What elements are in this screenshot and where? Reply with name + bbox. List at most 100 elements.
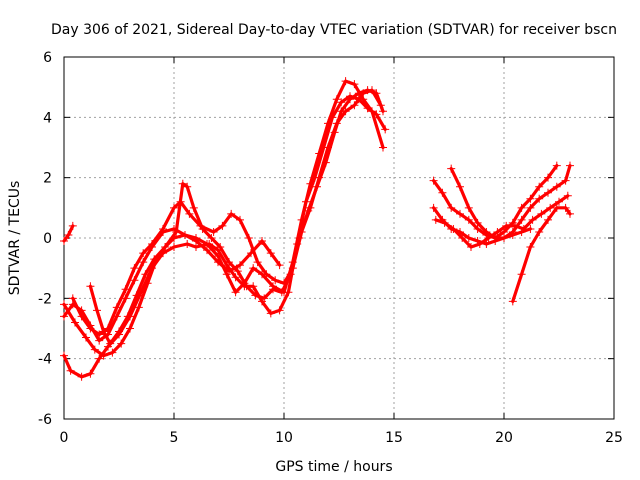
- data-point: [429, 203, 438, 212]
- data-point: [508, 230, 517, 239]
- data-point: [346, 95, 354, 104]
- data-point: [552, 203, 561, 212]
- data-point: [321, 158, 330, 167]
- data-point: [502, 221, 511, 230]
- series-track-9: [431, 191, 572, 252]
- data-point: [77, 372, 86, 381]
- data-point: [178, 179, 187, 188]
- y-tick-label: 4: [43, 110, 52, 126]
- data-point: [150, 255, 159, 264]
- data-point: [464, 215, 473, 224]
- data-point: [456, 182, 464, 191]
- data-point: [225, 267, 233, 276]
- data-point: [159, 224, 167, 233]
- data-point: [126, 324, 134, 333]
- data-point: [306, 179, 315, 188]
- data-point: [535, 227, 544, 236]
- data-point: [106, 339, 115, 348]
- data-point: [535, 194, 544, 203]
- data-point: [244, 234, 253, 242]
- data-point: [242, 282, 251, 291]
- series-track-8: [447, 161, 574, 242]
- data-point: [95, 330, 104, 339]
- data-point: [363, 86, 372, 95]
- data-point: [181, 230, 189, 239]
- data-point: [68, 294, 77, 303]
- data-point: [227, 209, 236, 218]
- data-point: [112, 303, 121, 312]
- data-point: [372, 89, 381, 98]
- data-point: [438, 188, 447, 197]
- data-point: [447, 164, 456, 173]
- data-point: [535, 182, 544, 191]
- chart-title: Day 306 of 2021, Sidereal Day-to-day VTE…: [51, 22, 617, 38]
- y-tick-label: -2: [38, 291, 52, 307]
- data-point: [526, 243, 535, 252]
- data-point: [511, 221, 519, 230]
- data-point: [134, 303, 143, 312]
- data-point: [143, 279, 152, 288]
- data-point: [203, 246, 211, 255]
- data-point: [148, 240, 156, 249]
- data-point: [121, 285, 130, 294]
- data-point: [544, 173, 552, 182]
- data-point: [517, 203, 526, 212]
- data-point: [379, 107, 387, 116]
- data-point: [260, 294, 269, 303]
- data-point: [207, 234, 216, 242]
- data-point: [233, 267, 242, 276]
- y-tick-label: 2: [43, 171, 52, 187]
- data-point: [526, 203, 535, 212]
- data-point: [192, 237, 200, 246]
- data-point: [561, 203, 570, 212]
- data-point: [249, 264, 258, 273]
- series-trace: [434, 194, 570, 249]
- data-point: [71, 318, 79, 327]
- data-series: [60, 77, 574, 381]
- y-tick-label: -6: [38, 412, 52, 428]
- data-point: [447, 224, 456, 233]
- data-point: [198, 224, 207, 233]
- data-point: [304, 206, 313, 215]
- data-point: [526, 224, 535, 233]
- data-point: [295, 234, 304, 242]
- data-point: [104, 324, 112, 333]
- data-point: [563, 191, 572, 200]
- series-track-11: [429, 203, 535, 249]
- data-point: [86, 324, 95, 333]
- data-point: [447, 203, 456, 212]
- data-point: [95, 354, 104, 363]
- data-point: [236, 215, 244, 224]
- data-point: [271, 276, 280, 285]
- y-axis-label: SDTVAR / TECUs: [7, 181, 23, 296]
- data-point: [60, 237, 68, 246]
- series-trace: [62, 79, 385, 358]
- data-point: [225, 258, 233, 267]
- data-point: [93, 306, 101, 315]
- data-point: [275, 261, 284, 270]
- data-point: [115, 327, 123, 336]
- data-point: [354, 89, 363, 98]
- data-point: [277, 288, 286, 297]
- x-axis-label: GPS time / hours: [275, 459, 392, 475]
- data-point: [123, 312, 132, 321]
- data-point: [526, 194, 535, 203]
- data-point: [500, 234, 508, 242]
- data-point: [350, 80, 359, 89]
- data-point: [231, 273, 240, 282]
- data-point: [324, 119, 332, 128]
- x-tick-label: 0: [60, 430, 69, 446]
- data-point: [275, 306, 284, 315]
- data-point: [236, 261, 244, 270]
- data-point: [473, 237, 482, 246]
- data-point: [464, 234, 473, 242]
- data-point: [90, 345, 99, 354]
- data-point: [130, 264, 139, 273]
- data-point: [99, 327, 108, 336]
- series-trace: [88, 88, 385, 346]
- data-point: [266, 249, 275, 258]
- data-point: [332, 95, 341, 104]
- data-point: [429, 176, 438, 185]
- data-point: [456, 227, 464, 236]
